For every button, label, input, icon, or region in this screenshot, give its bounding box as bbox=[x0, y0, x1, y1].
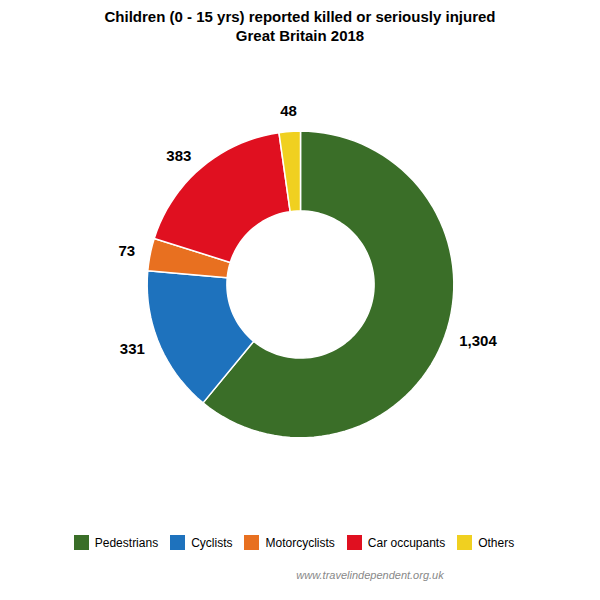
html-text:Pedestrians: Pedestrians bbox=[94, 535, 159, 550]
svg-text:48: 48 bbox=[280, 102, 297, 119]
svg-text:383: 383 bbox=[166, 147, 191, 164]
svg-text:331: 331 bbox=[120, 340, 145, 357]
html-text:Great Britain 2018: Great Britain 2018 bbox=[235, 27, 365, 44]
html-text:Car occupants: Car occupants bbox=[367, 535, 446, 550]
html-text:Cyclists: Cyclists bbox=[191, 535, 233, 550]
html-text:Children (0 - 15 yrs) reported: Children (0 - 15 yrs) reported killed or… bbox=[104, 8, 496, 25]
html-text:Others: Others bbox=[478, 535, 515, 550]
svg-text:1,304: 1,304 bbox=[459, 332, 497, 349]
html-text:www.travelindependent.org.uk: www.travelindependent.org.uk bbox=[296, 569, 444, 581]
svg-text:73: 73 bbox=[118, 242, 135, 259]
html-text:Motorcyclists: Motorcyclists bbox=[265, 535, 335, 550]
